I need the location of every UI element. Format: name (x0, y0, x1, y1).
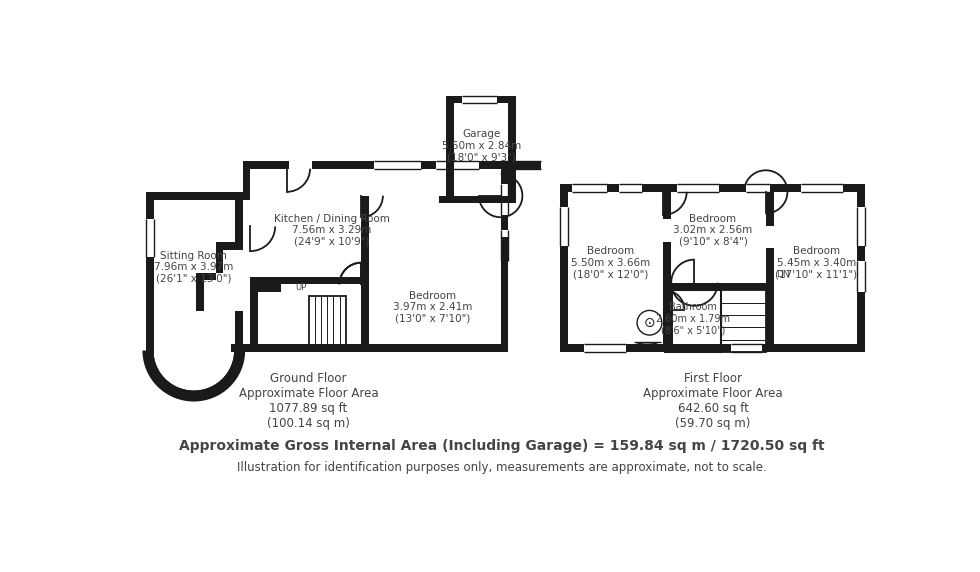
Bar (439, 196, 447, 204)
Bar (146, 320, 154, 353)
Text: Bedroom
5.45m x 3.40m
(17'10" x 11'1"): Bedroom 5.45m x 3.40m (17'10" x 11'1") (775, 246, 858, 279)
Bar (618, 184, 642, 192)
Bar (216, 242, 243, 249)
Bar (663, 192, 671, 219)
Bar (501, 236, 509, 267)
Wedge shape (147, 351, 240, 396)
Bar (561, 207, 568, 246)
Bar (447, 196, 516, 204)
Text: DN: DN (776, 270, 790, 279)
Bar (462, 96, 497, 104)
Bar (258, 284, 281, 292)
Bar (509, 96, 516, 204)
Bar (509, 161, 541, 169)
Text: Kitchen / Dining Room
7.56m x 3.29m
(24'9" x 10'9"): Kitchen / Dining Room 7.56m x 3.29m (24'… (273, 214, 390, 247)
Bar (501, 294, 509, 352)
Bar (447, 188, 454, 204)
Text: Garage
5.50m x 2.84m
(18'0" x 9'3"): Garage 5.50m x 2.84m (18'0" x 9'3") (442, 129, 521, 162)
Bar (250, 276, 362, 284)
Bar (479, 161, 502, 169)
Bar (420, 161, 436, 169)
Bar (146, 219, 154, 257)
Bar (235, 311, 243, 344)
Bar (196, 273, 216, 280)
Bar (374, 161, 420, 169)
Text: Bedroom
3.02m x 2.56m
(9'10" x 8'4"): Bedroom 3.02m x 2.56m (9'10" x 8'4") (673, 214, 753, 247)
Bar (572, 184, 607, 192)
Text: Bedroom
3.97m x 2.41m
(13'0" x 7'10"): Bedroom 3.97m x 2.41m (13'0" x 7'10") (393, 291, 472, 324)
Text: Approximate Gross Internal Area (Including Garage) = 159.84 sq m / 1720.50 sq ft: Approximate Gross Internal Area (Includi… (179, 439, 825, 453)
Bar (501, 231, 509, 261)
Bar (747, 184, 769, 192)
Text: Sitting Room
7.96m x 3.97m
(26'1" x 13'0"): Sitting Room 7.96m x 3.97m (26'1" x 13'0… (154, 251, 233, 284)
Bar (250, 284, 258, 344)
Bar (231, 344, 250, 352)
Bar (858, 261, 865, 292)
Bar (235, 200, 243, 242)
Bar (731, 344, 761, 352)
Text: Bedroom
5.50m x 3.66m
(18'0" x 12'0"): Bedroom 5.50m x 3.66m (18'0" x 12'0") (571, 246, 651, 279)
Bar (584, 344, 626, 352)
Bar (447, 96, 454, 204)
Bar (676, 184, 719, 192)
Bar (146, 192, 154, 321)
Bar (502, 161, 541, 169)
Bar (243, 161, 250, 192)
Bar (447, 161, 454, 204)
Bar (561, 184, 865, 192)
Bar (671, 283, 765, 291)
Bar (501, 184, 509, 215)
Text: Illustration for identification purposes only, measurements are approximate, not: Illustration for identification purposes… (237, 461, 767, 474)
Bar (665, 291, 721, 352)
Bar (146, 192, 250, 200)
Bar (663, 242, 671, 344)
Text: UP: UP (295, 283, 306, 292)
Bar (436, 161, 479, 169)
Bar (765, 192, 773, 227)
Bar (243, 161, 250, 169)
Bar (561, 184, 568, 352)
Bar (243, 161, 289, 169)
Bar (665, 291, 672, 352)
Bar (765, 248, 773, 344)
Bar (362, 196, 368, 344)
Bar (561, 344, 865, 352)
Bar (721, 291, 765, 352)
Bar (313, 161, 374, 169)
Bar (858, 184, 865, 352)
Bar (243, 344, 509, 352)
Bar (196, 280, 204, 311)
Bar (309, 296, 346, 346)
Text: First Floor
Approximate Floor Area
642.60 sq ft
(59.70 sq m): First Floor Approximate Floor Area 642.6… (643, 372, 783, 430)
Text: Bathroom
2.60m x 1.79m
(8'6" x 5'10"): Bathroom 2.60m x 1.79m (8'6" x 5'10") (656, 302, 730, 336)
Bar (501, 161, 509, 352)
Bar (801, 184, 843, 192)
Text: ⊙: ⊙ (644, 316, 656, 329)
Bar (216, 249, 223, 273)
Bar (858, 207, 865, 246)
Bar (447, 96, 516, 104)
Text: Ground Floor
Approximate Floor Area
1077.89 sq ft
(100.14 sq m): Ground Floor Approximate Floor Area 1077… (239, 372, 378, 430)
